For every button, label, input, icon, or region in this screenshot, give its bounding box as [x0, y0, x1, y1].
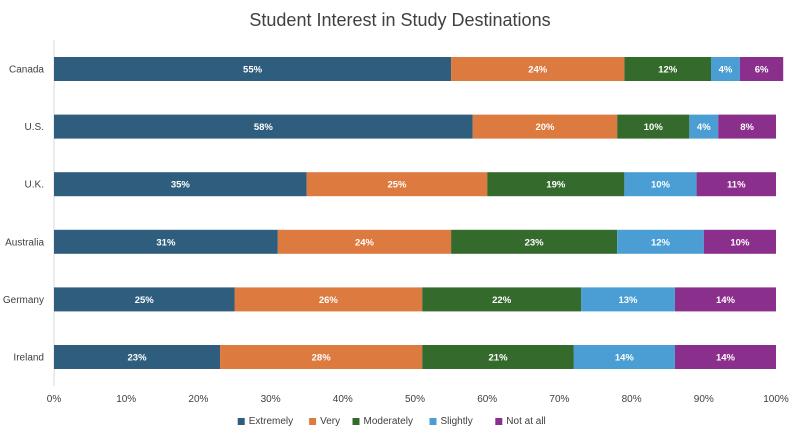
x-tick-label: 10%: [116, 394, 136, 405]
bar-segment: [711, 57, 740, 81]
bar-segment: [718, 114, 776, 139]
category-label: Australia: [5, 237, 44, 248]
category-label: Ireland: [13, 353, 44, 364]
bar-segment: [696, 172, 776, 197]
bar-segment: [581, 287, 675, 312]
x-tick-label: 100%: [763, 394, 789, 405]
bar-segment: [624, 57, 712, 81]
x-tick-label: 20%: [188, 394, 208, 405]
bar-segment: [422, 287, 582, 312]
data-label: 20%: [535, 122, 555, 133]
bar-segment: [54, 345, 221, 369]
bar-segment: [617, 229, 704, 254]
data-label: 24%: [355, 237, 375, 248]
data-label: 19%: [546, 180, 566, 191]
x-tick-label: 30%: [261, 394, 281, 405]
data-label: 10%: [730, 237, 750, 248]
data-label: 8%: [740, 122, 754, 133]
data-label: 22%: [492, 295, 512, 306]
bar-segment: [54, 172, 307, 197]
legend-label: Extremely: [249, 416, 293, 427]
legend-label: Very: [320, 416, 340, 427]
x-tick-label: 40%: [333, 394, 353, 405]
bar-segment: [451, 57, 625, 81]
data-label: 13%: [618, 295, 638, 306]
bar-segment: [54, 57, 452, 81]
data-label: 31%: [156, 237, 176, 248]
data-label: 28%: [312, 353, 332, 364]
bar-segment: [739, 57, 784, 81]
data-label: 26%: [319, 295, 339, 306]
data-label: 23%: [525, 237, 545, 248]
category-label: Germany: [3, 295, 44, 306]
data-label: 24%: [528, 65, 548, 76]
bar-segment: [573, 345, 675, 369]
legend-swatch: [237, 418, 245, 425]
data-label: 10%: [644, 122, 664, 133]
data-label: 21%: [489, 353, 509, 364]
bar-segment: [624, 172, 697, 197]
x-tick-label: 90%: [694, 394, 714, 405]
data-label: 10%: [651, 180, 671, 191]
x-tick-label: 0%: [47, 394, 62, 405]
bar-segment: [689, 114, 719, 139]
data-label: 11%: [727, 180, 746, 191]
x-tick-label: 80%: [622, 394, 642, 405]
legend-swatch: [352, 418, 360, 425]
x-tick-label: 70%: [549, 394, 569, 405]
data-label: 35%: [171, 180, 191, 191]
data-label: 4%: [719, 65, 733, 76]
legend-swatch: [429, 418, 437, 425]
bar-segment: [220, 345, 423, 369]
bar-segment: [451, 229, 618, 254]
legend-label: Not at all: [506, 416, 545, 427]
category-label: U.K.: [25, 180, 44, 191]
bar-segment: [703, 229, 776, 254]
data-label: 4%: [697, 122, 711, 133]
legend-swatch: [309, 418, 317, 425]
data-label: 6%: [755, 65, 769, 76]
x-tick-label: 60%: [477, 394, 497, 405]
bar-segment: [422, 345, 574, 369]
bar-segment: [54, 287, 235, 312]
data-label: 14%: [615, 353, 635, 364]
legend-label: Moderately: [364, 416, 413, 427]
bar-segment: [234, 287, 423, 312]
bar-segment: [306, 172, 488, 197]
data-label: 14%: [716, 295, 736, 306]
bar-segment: [472, 114, 618, 139]
bar-segment: [674, 287, 776, 312]
bar-segment: [54, 114, 473, 139]
bar-segment: [277, 229, 452, 254]
data-label: 23%: [128, 353, 148, 364]
data-label: 14%: [716, 353, 736, 364]
bar-segment: [54, 229, 278, 254]
bar-segment: [617, 114, 690, 139]
legend-label: Slightly: [441, 416, 473, 427]
data-label: 55%: [243, 65, 263, 76]
chart-title: Student Interest in Study Destinations: [249, 10, 551, 30]
data-label: 12%: [651, 237, 671, 248]
category-label: U.S.: [25, 122, 44, 133]
data-label: 25%: [387, 180, 407, 191]
bar-segment: [674, 345, 776, 369]
data-label: 12%: [658, 65, 678, 76]
data-label: 58%: [254, 122, 274, 133]
data-label: 25%: [135, 295, 155, 306]
category-label: Canada: [9, 65, 44, 76]
bar-segment: [487, 172, 625, 197]
x-tick-label: 50%: [405, 394, 425, 405]
legend-swatch: [495, 418, 503, 425]
